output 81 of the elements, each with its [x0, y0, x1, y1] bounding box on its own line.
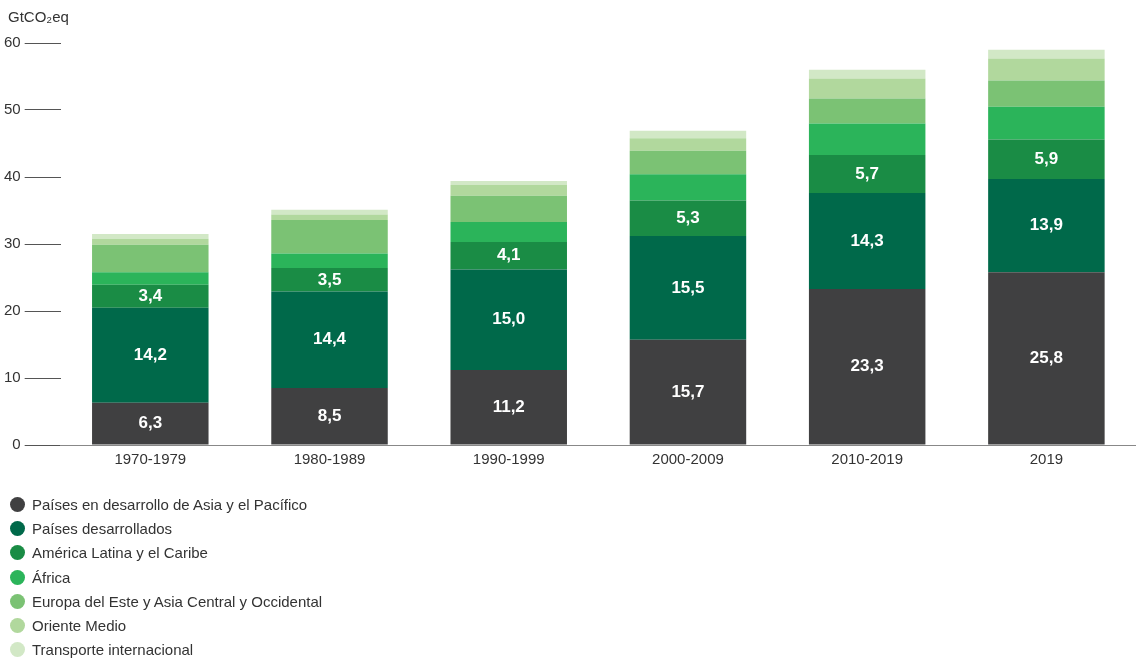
bar	[92, 272, 209, 285]
data-label: 15,5	[671, 277, 705, 297]
legend-label: Oriente Medio	[32, 617, 127, 635]
data-label: 3,5	[317, 269, 342, 289]
legend-label: África	[32, 568, 71, 586]
bar	[271, 209, 388, 215]
data-label: 4,1	[496, 245, 521, 265]
bar	[988, 80, 1105, 107]
bar	[988, 179, 1105, 273]
bar	[988, 49, 1105, 59]
x-tick-label: 1990-1999	[472, 450, 545, 468]
data-label: 15,7	[671, 381, 705, 401]
data-label: 14,3	[850, 230, 884, 250]
bar	[629, 339, 747, 445]
bar	[271, 253, 388, 269]
bar	[988, 106, 1105, 140]
bar	[629, 174, 747, 201]
bar	[450, 269, 567, 370]
bar	[808, 69, 926, 79]
x-tick-label: 2000-2009	[652, 450, 724, 468]
bar	[808, 78, 926, 99]
legend-label: Europa del Este y Asia Central y Occidental	[32, 592, 323, 610]
bar	[450, 221, 567, 242]
bar	[629, 150, 747, 175]
x-tick-label: 2019	[1029, 450, 1064, 468]
x-tick-label: 2010-2019	[831, 450, 904, 468]
data-label: 14,2	[133, 344, 167, 364]
x-tick-label: 1980-1989	[293, 450, 366, 468]
bar	[988, 272, 1105, 445]
data-label: 14,4	[312, 329, 347, 349]
data-label: 5,9	[1034, 148, 1059, 168]
bar	[450, 195, 567, 222]
bar	[988, 139, 1105, 180]
data-label: 5,3	[676, 207, 700, 227]
bar	[271, 268, 388, 292]
bar	[629, 138, 747, 151]
bar	[808, 98, 926, 124]
y-tick-label: 50	[4, 100, 21, 118]
bar	[629, 200, 747, 236]
bar	[450, 369, 567, 445]
y-tick-label: 30	[4, 234, 21, 252]
legend-label: Transporte internacional	[32, 641, 194, 658]
bar	[450, 181, 567, 186]
legend-label: América Latina y el Caribe	[32, 544, 208, 562]
bar	[988, 58, 1105, 81]
bar	[271, 214, 388, 220]
data-label: 11,2	[492, 396, 525, 416]
bar	[808, 123, 926, 155]
data-label: 5,7	[855, 163, 879, 183]
bar	[92, 238, 209, 245]
y-tick-label: 40	[4, 167, 21, 185]
data-label: 3,4	[138, 285, 163, 305]
bar	[450, 185, 567, 196]
bar	[808, 154, 926, 194]
bar	[271, 291, 388, 389]
bar	[92, 284, 209, 308]
x-tick-label: 1970-1979	[114, 450, 187, 468]
bar	[92, 402, 209, 445]
data-label: 25,8	[1029, 348, 1063, 368]
data-label: 23,3	[850, 356, 884, 376]
y-tick-label: 60	[4, 33, 21, 51]
y-tick-label: 0	[12, 435, 21, 453]
bar	[92, 233, 209, 239]
bar	[92, 307, 209, 403]
bar	[808, 288, 926, 445]
bar	[271, 219, 388, 254]
data-label: 8,5	[317, 405, 342, 425]
bar	[629, 235, 747, 340]
data-label: 15,0	[492, 309, 526, 329]
bar	[450, 241, 567, 270]
y-tick-label: 10	[4, 368, 21, 386]
legend-label: Países desarrollados	[32, 519, 173, 537]
bar	[629, 130, 747, 139]
legend-label: Países en desarrollo de Asia y el Pacífico	[32, 495, 308, 513]
bar	[271, 388, 388, 445]
bar	[808, 193, 926, 289]
data-label: 13,9	[1029, 215, 1063, 235]
bar	[92, 244, 209, 273]
y-tick-label: 20	[4, 301, 21, 319]
y-axis-title: GtCO₂eq	[8, 8, 69, 25]
data-label: 6,3	[138, 413, 163, 433]
